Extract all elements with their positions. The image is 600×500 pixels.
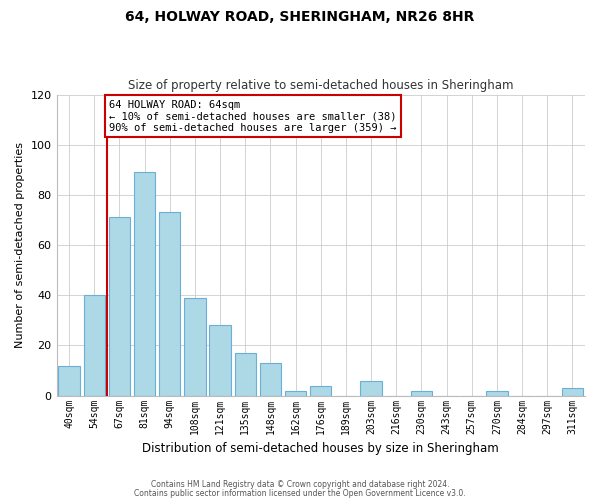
Bar [486, 390, 508, 396]
Bar [310, 386, 331, 396]
Bar [209, 326, 231, 396]
Text: 64, HOLWAY ROAD, SHERINGHAM, NR26 8HR: 64, HOLWAY ROAD, SHERINGHAM, NR26 8HR [125, 10, 475, 24]
Text: Contains public sector information licensed under the Open Government Licence v3: Contains public sector information licen… [134, 489, 466, 498]
Bar [285, 390, 307, 396]
Title: Size of property relative to semi-detached houses in Sheringham: Size of property relative to semi-detach… [128, 79, 514, 92]
Bar [184, 298, 206, 396]
Y-axis label: Number of semi-detached properties: Number of semi-detached properties [15, 142, 25, 348]
Bar [83, 296, 105, 396]
X-axis label: Distribution of semi-detached houses by size in Sheringham: Distribution of semi-detached houses by … [142, 442, 499, 455]
Bar [411, 390, 432, 396]
Bar [134, 172, 155, 396]
Bar [58, 366, 80, 396]
Text: Contains HM Land Registry data © Crown copyright and database right 2024.: Contains HM Land Registry data © Crown c… [151, 480, 449, 489]
Text: 64 HOLWAY ROAD: 64sqm
← 10% of semi-detached houses are smaller (38)
90% of semi: 64 HOLWAY ROAD: 64sqm ← 10% of semi-deta… [109, 100, 397, 133]
Bar [109, 218, 130, 396]
Bar [260, 363, 281, 396]
Bar [235, 353, 256, 396]
Bar [361, 380, 382, 396]
Bar [159, 212, 181, 396]
Bar [562, 388, 583, 396]
